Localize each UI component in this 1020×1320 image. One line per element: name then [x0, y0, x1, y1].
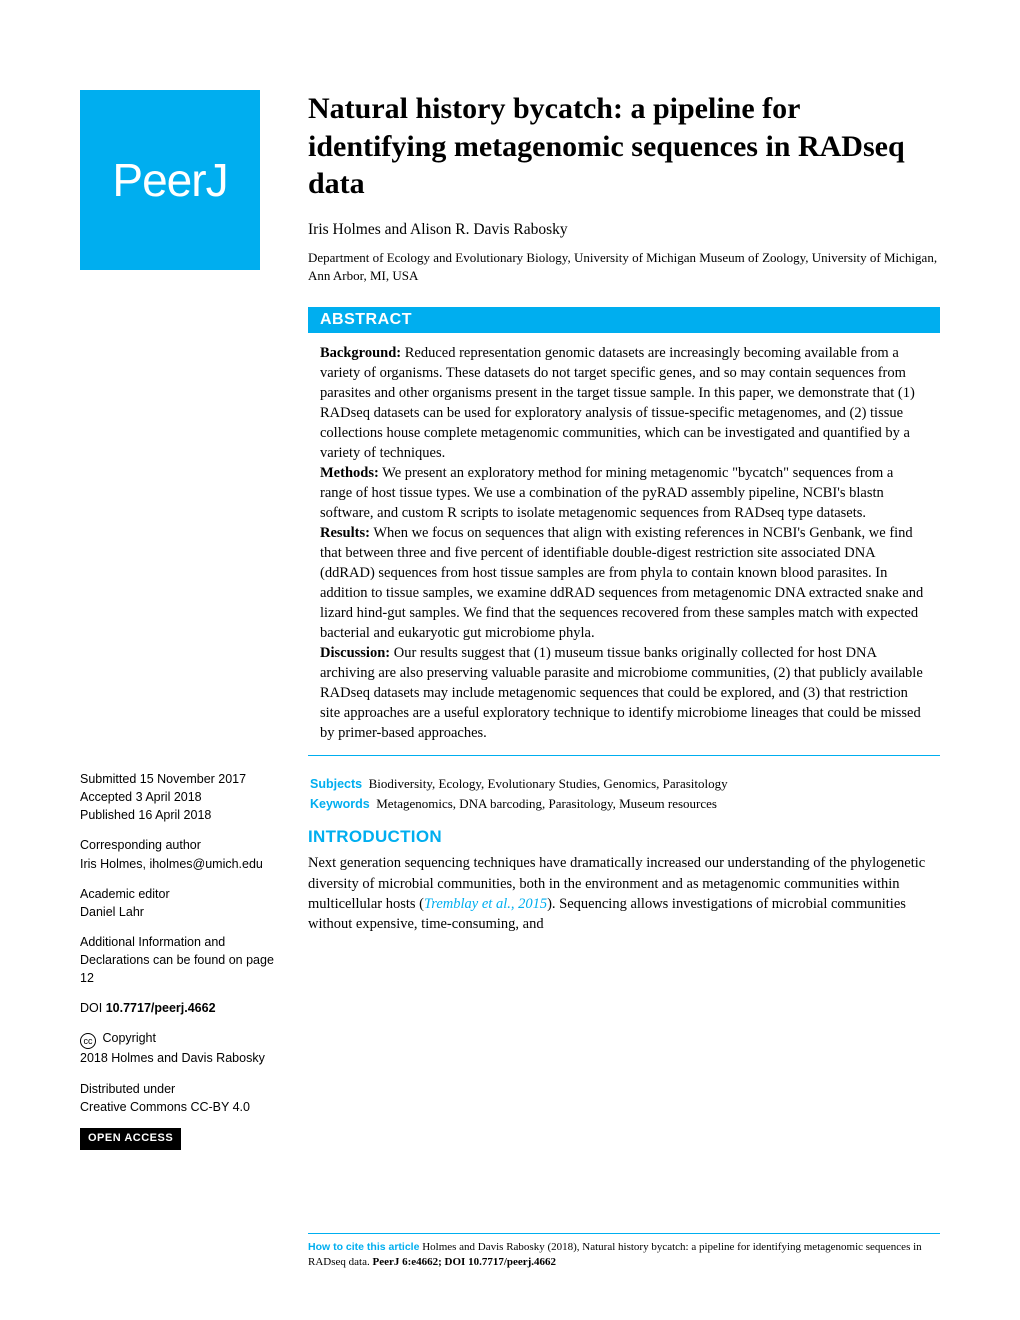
keywords-label: Keywords	[310, 797, 370, 811]
subjects-text: Biodiversity, Ecology, Evolutionary Stud…	[369, 776, 728, 791]
keywords-text: Metagenomics, DNA barcoding, Parasitolog…	[376, 796, 717, 811]
abstract-body: Background: Reduced representation genom…	[308, 333, 940, 756]
left-column: PeerJ Submitted 15 November 2017 Accepte…	[80, 90, 280, 1150]
open-access-badge: OPEN ACCESS	[80, 1128, 181, 1150]
copyright-text: 2018 Holmes and Davis Rabosky	[80, 1051, 265, 1065]
distributed-label: Distributed under	[80, 1082, 175, 1096]
content-wrapper: PeerJ Submitted 15 November 2017 Accepte…	[80, 90, 940, 1150]
introduction-body: Next generation sequencing techniques ha…	[308, 853, 940, 934]
submitted-date: 15 November 2017	[140, 772, 246, 786]
doi-block: DOI 10.7717/peerj.4662	[80, 999, 280, 1017]
results-label: Results:	[320, 525, 370, 541]
accepted-date: 3 April 2018	[136, 790, 202, 804]
background-text: Reduced representation genomic datasets …	[320, 345, 915, 461]
results-text: When we focus on sequences that align wi…	[320, 525, 923, 641]
corresponding-text: Iris Holmes, iholmes@umich.edu	[80, 857, 263, 871]
cc-icon: cc	[80, 1033, 96, 1049]
cite-label: How to cite this article	[308, 1241, 419, 1253]
article-page: PeerJ Submitted 15 November 2017 Accepte…	[0, 0, 1020, 1320]
cite-text-2: PeerJ 6:e4662; DOI 10.7717/peerj.4662	[372, 1256, 556, 1268]
logo-text: PeerJ	[112, 153, 227, 207]
subjects-label: Subjects	[310, 777, 362, 791]
abstract-heading: ABSTRACT	[308, 307, 940, 333]
published-label: Published	[80, 808, 135, 822]
article-title: Natural history bycatch: a pipeline for …	[308, 90, 940, 203]
editor-block: Academic editor Daniel Lahr	[80, 885, 280, 921]
main-column: Natural history bycatch: a pipeline for …	[308, 90, 940, 1150]
corresponding-author-block: Corresponding author Iris Holmes, iholme…	[80, 836, 280, 872]
article-metadata-sidebar: Submitted 15 November 2017 Accepted 3 Ap…	[80, 770, 280, 1150]
discussion-text: Our results suggest that (1) museum tiss…	[320, 645, 923, 741]
subjects-keywords-block: Subjects Biodiversity, Ecology, Evolutio…	[308, 774, 940, 814]
doi-value[interactable]: 10.7717/peerj.4662	[106, 1001, 216, 1015]
submitted-label: Submitted	[80, 772, 136, 786]
published-date: 16 April 2018	[138, 808, 211, 822]
copyright-block: cc Copyright 2018 Holmes and Davis Rabos…	[80, 1029, 280, 1067]
citation-footer: How to cite this article Holmes and Davi…	[308, 1233, 940, 1270]
copyright-label: Copyright	[102, 1031, 156, 1045]
doi-label: DOI	[80, 1001, 102, 1015]
accepted-label: Accepted	[80, 790, 132, 804]
additional-info-block: Additional Information and Declarations …	[80, 933, 280, 987]
author-list: Iris Holmes and Alison R. Davis Rabosky	[308, 221, 940, 239]
background-label: Background:	[320, 345, 401, 361]
distributed-block: Distributed under Creative Commons CC-BY…	[80, 1080, 280, 1116]
editor-name[interactable]: Daniel Lahr	[80, 905, 144, 919]
distributed-text[interactable]: Creative Commons CC-BY 4.0	[80, 1100, 250, 1114]
methods-label: Methods:	[320, 465, 379, 481]
methods-text: We present an exploratory method for min…	[320, 465, 893, 521]
corresponding-label: Corresponding author	[80, 838, 201, 852]
citation-link[interactable]: Tremblay et al., 2015	[424, 896, 547, 912]
discussion-label: Discussion:	[320, 645, 390, 661]
affiliation: Department of Ecology and Evolutionary B…	[308, 249, 940, 285]
introduction-heading: INTRODUCTION	[308, 827, 940, 847]
editor-label: Academic editor	[80, 887, 170, 901]
dates-block: Submitted 15 November 2017 Accepted 3 Ap…	[80, 770, 280, 824]
additional-info-text[interactable]: Additional Information and Declarations …	[80, 935, 274, 985]
journal-logo: PeerJ	[80, 90, 260, 270]
